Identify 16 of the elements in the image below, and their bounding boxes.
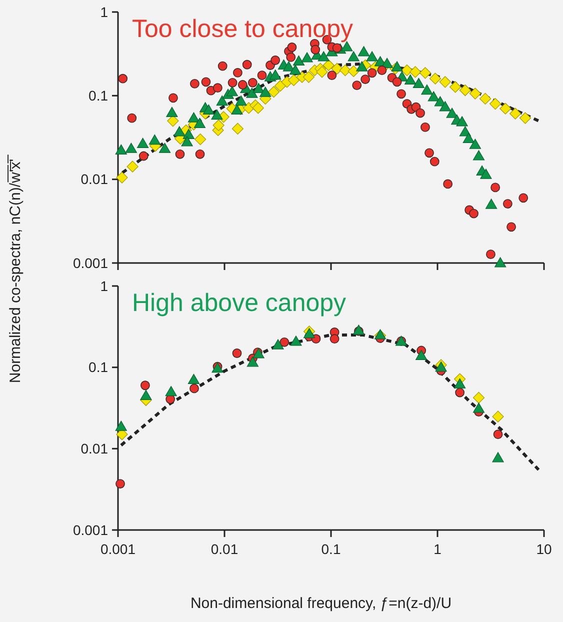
y-tick-label: 0.001 — [72, 522, 108, 538]
x-tick-label: 0.01 — [210, 541, 238, 557]
chart-title: Too close to canopy — [132, 15, 354, 43]
y-tick-label: 0.01 — [80, 440, 108, 457]
y-tick-label: 0.1 — [88, 88, 108, 104]
chart-title: High above canopy — [132, 289, 347, 317]
x-tick-label: 10 — [536, 541, 552, 557]
y-tick-label: 0.1 — [88, 359, 108, 376]
y-tick-label: 0.01 — [80, 171, 108, 188]
x-tick-label: 1 — [434, 541, 442, 557]
y-tick-label: 1 — [100, 278, 108, 294]
y-tick-label: 1 — [100, 4, 108, 20]
x-axis-title: Non-dimensional frequency, ƒ=n(z-d)/U — [190, 595, 452, 612]
y-axis-title: Normalized co-spectra, nC(n)/w̅'̅x̅'̅ — [7, 154, 24, 384]
y-tick-label: 0.001 — [72, 254, 108, 271]
x-tick-label: 0.1 — [321, 541, 341, 557]
